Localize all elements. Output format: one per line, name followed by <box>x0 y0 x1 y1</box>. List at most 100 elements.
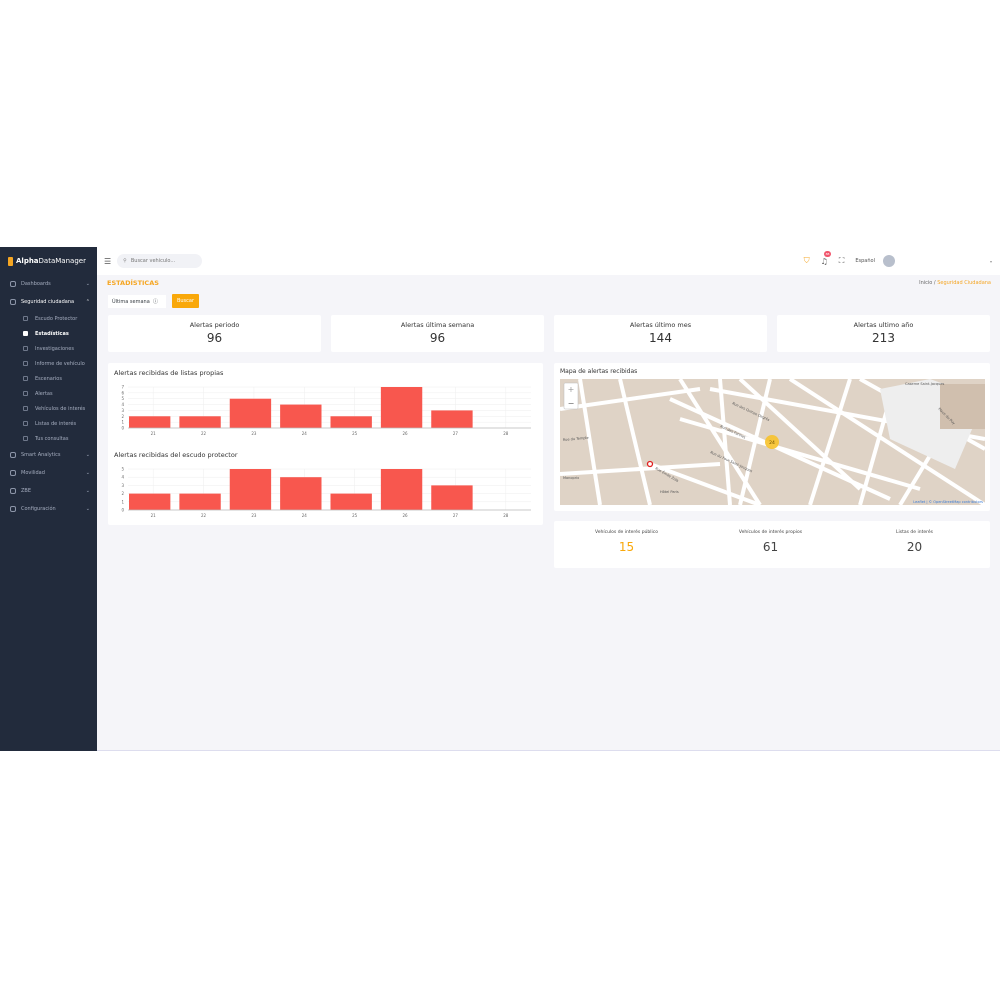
zoom-in-button[interactable]: + <box>568 385 575 394</box>
interest-label: Vehículos de interés propios <box>738 530 803 535</box>
alert-marker <box>646 460 654 468</box>
sidebar-item-4[interactable]: ZBE ⌄ <box>0 482 97 500</box>
avatar[interactable] <box>882 255 895 267</box>
bar-chart-icon <box>23 331 28 336</box>
breadcrumb-home[interactable]: Inicio <box>919 280 933 286</box>
sidebar-subitem-label: Tus consultas <box>35 435 69 442</box>
street <box>788 379 985 505</box>
x-tick-label: 23 <box>251 513 257 518</box>
search-button[interactable]: Buscar <box>172 294 199 308</box>
sidebar-subitem-4[interactable]: Escenarios <box>0 371 97 386</box>
stat-value: 96 <box>429 331 446 345</box>
interest-stat: Vehículos de interés público 15 <box>554 521 699 554</box>
y-tick-label: 4 <box>121 402 124 407</box>
period-select[interactable]: Última semana ⓘ <box>108 295 166 308</box>
bar <box>129 416 171 428</box>
bar <box>330 493 372 510</box>
sidebar-item-0[interactable]: Dashboards ⌄ <box>0 275 97 293</box>
x-tick-label: 21 <box>151 513 157 518</box>
shield-icon <box>10 299 16 305</box>
sidebar-subitem-0[interactable]: Escudo Protector <box>0 311 97 326</box>
x-tick-label: 21 <box>151 431 157 436</box>
cluster-count: 24 <box>769 440 775 446</box>
x-tick-label: 24 <box>302 431 308 436</box>
charts-card: Alertas recibidas de listas propias 0 1 2 3 4… <box>108 363 543 525</box>
cluster-marker <box>765 435 779 449</box>
sidebar: Alpha DataManager Dashboards ⌄ Seguridad ci… <box>0 247 97 751</box>
chevron-icon: ⌄ <box>85 506 90 512</box>
interest-value: 20 <box>906 540 923 554</box>
user-dropdown-icon[interactable]: ▾ <box>989 258 992 264</box>
search-box[interactable]: ⚲ <box>117 254 203 268</box>
bar <box>179 416 221 428</box>
globe-icon <box>10 452 16 458</box>
x-tick-label: 22 <box>201 513 207 518</box>
sidebar-item-label: Movilidad <box>21 470 45 476</box>
zoom-control <box>563 382 579 410</box>
stat-card: Alertas último mes 144 <box>554 315 767 352</box>
sidebar-subitem-label: Escenarios <box>35 375 62 382</box>
sidebar-subitem-7[interactable]: Listas de interés <box>0 416 97 431</box>
query-icon <box>23 436 28 441</box>
bar <box>280 404 322 428</box>
y-tick-label: 5 <box>121 467 124 472</box>
shield-alert-icon[interactable]: ⛉ <box>803 256 810 265</box>
zone-icon <box>10 488 16 494</box>
stat-card: Alertas última semana 96 <box>331 315 544 352</box>
sidebar-item-label: Dashboards <box>21 281 51 287</box>
stat-value: 144 <box>649 331 672 345</box>
search-input[interactable] <box>130 258 191 264</box>
y-tick-label: 1 <box>121 420 124 425</box>
chart-title: Alertas recibidas de listas propias <box>114 369 224 377</box>
sidebar-subitem-3[interactable]: Informe de vehículo <box>0 356 97 371</box>
breadcrumb-current: Seguridad Ciudadana <box>937 280 991 286</box>
y-tick-label: 1 <box>121 499 124 504</box>
chevron-icon: ⌄ <box>85 488 90 494</box>
sidebar-subitem-8[interactable]: Tus consultas <box>0 431 97 446</box>
bell-icon[interactable]: ♫ 88 <box>820 250 832 266</box>
sidebar-item-label: ZBE <box>21 488 32 494</box>
bar <box>280 477 322 510</box>
x-tick-label: 26 <box>403 431 409 436</box>
y-tick-label: 6 <box>121 390 124 395</box>
page-title: ESTADÍSTICAS <box>107 279 159 287</box>
sidebar-subitem-5[interactable]: Alertas <box>0 386 97 401</box>
map-card: Mapa de alertas recibidas + −24 Rue des Qu… <box>554 363 990 511</box>
stat-card: Alertas periodo 96 <box>108 315 321 352</box>
bar <box>431 410 473 428</box>
sidebar-item-2[interactable]: Smart Analytics ⌄ <box>0 446 97 464</box>
sidebar-subitem-2[interactable]: Investigaciones <box>0 341 97 356</box>
street <box>679 417 921 491</box>
building <box>940 384 985 429</box>
map-attribution: Leaflet | © OpenStreetMap contributors <box>913 500 983 504</box>
sidebar-item-5[interactable]: Configuración ⌄ <box>0 500 97 518</box>
street <box>578 379 602 505</box>
sidebar-subitem-1[interactable]: Estadísticas <box>0 326 97 341</box>
menu-icon[interactable]: ☰ <box>104 256 112 266</box>
street <box>560 462 721 476</box>
zoom-out-button[interactable]: − <box>568 399 575 408</box>
x-tick-label: 26 <box>403 513 409 518</box>
map-label: Caserne Saint-Jacques <box>905 382 945 386</box>
sidebar-item-3[interactable]: Movilidad ⌄ <box>0 464 97 482</box>
sidebar-item-1[interactable]: Seguridad ciudadana ⌃ <box>0 293 97 311</box>
x-tick-label: 24 <box>302 513 308 518</box>
sidebar-item-label: Smart Analytics <box>21 452 61 458</box>
language-selector[interactable]: Español <box>855 258 875 264</box>
logo-icon <box>8 256 13 266</box>
sidebar-subitem-label: Listas de interés <box>35 420 77 427</box>
stat-label: Alertas última semana <box>400 321 475 329</box>
sidebar-subitem-6[interactable]: Vehículos de interés <box>0 401 97 416</box>
brand-bold: Alpha <box>16 257 39 265</box>
home-icon <box>10 281 16 287</box>
stat-label: Alertas periodo <box>189 321 240 329</box>
investigation-icon <box>23 346 28 351</box>
sidebar-item-label: Seguridad ciudadana <box>21 299 75 305</box>
stat-label: Alertas ultimo año <box>853 321 914 329</box>
interest-stat: Vehículos de interés propios 61 <box>698 521 843 554</box>
logo[interactable]: Alpha DataManager <box>0 247 97 275</box>
fullscreen-icon[interactable]: ⛶ <box>838 256 845 265</box>
y-tick-label: 5 <box>121 396 124 401</box>
map-pin-icon <box>10 470 16 476</box>
